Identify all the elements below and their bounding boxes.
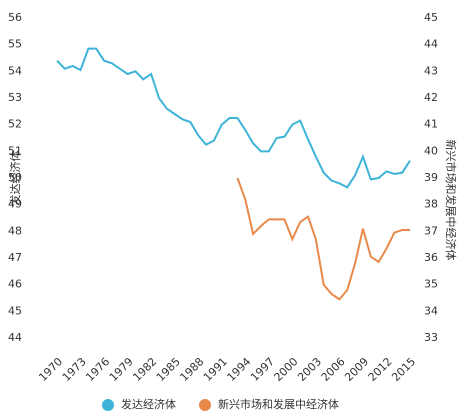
y-tick-label: 51	[8, 144, 22, 157]
y-tick-label: 56	[8, 11, 22, 24]
x-tick-label: 1979	[107, 355, 136, 384]
series-line	[56, 47, 411, 189]
x-tick-label: 1973	[60, 355, 89, 384]
y2-tick-label: 39	[424, 171, 438, 184]
y-tick-label: 47	[8, 251, 22, 264]
y2-tick-label: 44	[424, 38, 438, 51]
x-tick-label: 1985	[154, 355, 183, 384]
legend-label: 新兴市场和发展中经济体	[218, 397, 339, 411]
x-tick-label: 1988	[177, 355, 206, 384]
legend-label: 发达经济体	[121, 397, 176, 411]
y-tick-label: 44	[8, 331, 22, 344]
y-tick-label: 54	[8, 64, 22, 77]
x-tick-label: 1982	[130, 355, 159, 384]
series-line	[236, 177, 410, 301]
y2-tick-label: 38	[424, 198, 438, 211]
x-tick-label: 1970	[36, 355, 65, 384]
x-tick-label: 1994	[225, 355, 254, 384]
y2-tick-label: 42	[424, 91, 438, 104]
y-tick-label: 49	[8, 198, 22, 211]
x-tick-label: 2012	[366, 355, 395, 384]
y2-tick-label: 43	[424, 64, 438, 77]
y2-tick-label: 41	[424, 118, 438, 131]
y2-tick-label: 35	[424, 278, 438, 291]
x-tick-label: 2003	[295, 355, 324, 384]
x-tick-label: 1997	[248, 355, 277, 384]
x-tick-label: 2009	[342, 355, 371, 384]
y-tick-label: 45	[8, 304, 22, 317]
y-tick-label: 46	[8, 278, 22, 291]
y2-tick-label: 37	[424, 224, 438, 237]
y2-tick-label: 40	[424, 144, 438, 157]
y-tick-label: 48	[8, 224, 22, 237]
y2-tick-label: 45	[424, 11, 438, 24]
y-tick-label: 53	[8, 91, 22, 104]
y2-tick-label: 33	[424, 331, 438, 344]
x-tick-label: 2015	[389, 355, 418, 384]
y-tick-label: 50	[8, 171, 22, 184]
legend-marker	[102, 399, 114, 411]
y2-tick-label: 36	[424, 251, 438, 264]
x-tick-label: 2006	[319, 355, 348, 384]
y2-tick-label: 34	[424, 304, 438, 317]
y-axis-label: 发达经济体	[8, 151, 22, 206]
x-tick-label: 1991	[201, 355, 230, 384]
x-tick-label: 1976	[83, 355, 112, 384]
legend-marker	[199, 399, 211, 411]
y2-axis-label: 新兴市场和发展中经济体	[444, 140, 457, 261]
y-tick-label: 52	[8, 118, 22, 131]
x-tick-label: 2000	[272, 355, 301, 384]
y-tick-label: 55	[8, 38, 22, 51]
